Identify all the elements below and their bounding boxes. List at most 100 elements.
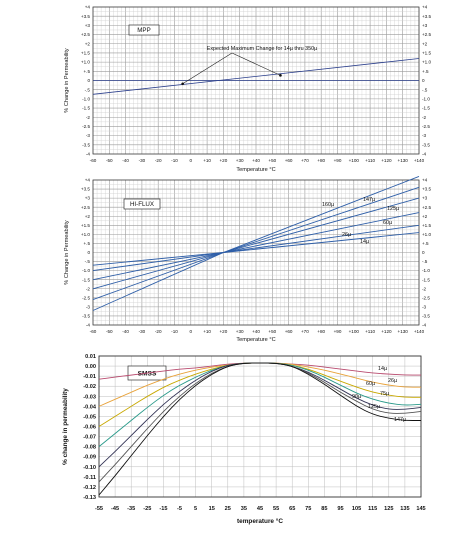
y-tick-label: +3.5 [81, 14, 91, 19]
x-tick-label: 65 [289, 506, 295, 512]
y-tick-label-right: 0 [422, 78, 425, 83]
y-tick-label: +3.5 [81, 187, 91, 192]
x-tick-label: -10 [171, 158, 178, 163]
y-tick-label: -2 [86, 286, 91, 291]
series-label: 60µ [366, 381, 375, 387]
y-tick-label-right: -1.5 [422, 106, 430, 111]
x-tick-label: -35 [127, 506, 135, 512]
y-tick-label-right: -2.5 [422, 124, 430, 129]
y-tick-label: -0.03 [83, 394, 96, 400]
x-tick-label: -5 [177, 506, 182, 512]
x-tick-label: -25 [143, 506, 151, 512]
x-tick-label: -50 [106, 329, 113, 334]
series-label: 147µ [394, 417, 406, 423]
series-label: 147µ [363, 197, 375, 203]
y-tick-label: -.5 [85, 259, 91, 264]
x-tick-label: -40 [122, 158, 129, 163]
y-tick-label: +.5 [83, 241, 90, 246]
x-tick-label: +100 [349, 158, 360, 163]
title-box [123, 198, 161, 210]
y-tick-label: 0.01 [85, 354, 96, 360]
x-tick-label: 75 [305, 506, 311, 512]
annotation-leader [231, 52, 281, 76]
y-tick-label: +1.0 [81, 232, 91, 237]
y-tick-label: -3 [86, 304, 91, 309]
y-tick-label: +1.0 [81, 60, 91, 65]
annotation-leader [182, 52, 233, 85]
x-tick-label: +110 [365, 329, 375, 334]
y-tick-label-right: -4 [422, 152, 427, 157]
x-tick-label: +110 [365, 158, 375, 163]
x-tick-label: +50 [268, 329, 276, 334]
x-tick-label: +120 [381, 158, 392, 163]
chart-title: SMSS [138, 371, 157, 378]
y-tick-label: -3 [86, 133, 91, 138]
y-tick-label-right: -1.0 [422, 96, 430, 101]
chart-title: HI-FLUX [130, 201, 154, 208]
x-tick-label: 45 [257, 506, 263, 512]
y-tick-label: -2.5 [82, 295, 90, 300]
y-tick-label: -2 [86, 115, 91, 120]
x-tick-label: -15 [159, 506, 167, 512]
x-tick-label: +140 [414, 158, 425, 163]
x-tick-label: 145 [416, 506, 425, 512]
y-tick-label: +4 [85, 5, 91, 10]
annotation-marker [279, 74, 282, 77]
y-tick-label-right: +2.5 [422, 205, 432, 210]
x-tick-label: -20 [155, 329, 162, 334]
x-tick-label: -55 [95, 506, 103, 512]
y-tick-label-right: +3.5 [422, 14, 432, 19]
y-axis-label: % Change in Permeability [64, 220, 70, 285]
x-tick-label: 0 [190, 158, 193, 163]
y-tick-label-right: +.5 [422, 69, 429, 74]
y-tick-label-right: -1.5 [422, 277, 430, 282]
y-tick-label: -0.12 [83, 485, 96, 491]
y-tick-label: -0.01 [83, 374, 96, 380]
x-tick-label: 25 [225, 506, 231, 512]
series-line [98, 362, 421, 496]
y-tick-label: -0.11 [84, 475, 96, 481]
y-tick-label: -0.13 [83, 495, 96, 501]
x-tick-label: +40 [252, 158, 260, 163]
x-axis-label: temperature °C [237, 517, 283, 525]
y-tick-label: +2 [85, 41, 91, 46]
x-tick-label: +100 [349, 329, 360, 334]
x-tick-label: +20 [220, 158, 228, 163]
x-tick-label: +60 [285, 329, 293, 334]
series-label: 125µ [387, 206, 399, 212]
y-tick-label-right: +1.5 [422, 223, 432, 228]
x-tick-label: +30 [236, 329, 244, 334]
x-tick-label: 125 [384, 506, 393, 512]
y-tick-label-right: +1.5 [422, 51, 432, 56]
x-tick-label: 15 [209, 506, 215, 512]
series-label: 60µ [383, 220, 392, 226]
annotation-marker [181, 82, 184, 86]
y-tick-label: +1.5 [81, 51, 91, 56]
y-tick-label: +3 [85, 196, 91, 201]
x-tick-label: +60 [285, 158, 293, 163]
series-line [92, 232, 420, 266]
y-tick-label-right: -2 [422, 286, 427, 291]
y-tick-label-right: +2 [422, 41, 428, 46]
series-label: 160µ [322, 202, 334, 208]
y-tick-label: -0.05 [83, 414, 96, 420]
y-tick-label: -0.06 [83, 425, 96, 431]
y-tick-label-right: +1.0 [422, 232, 432, 237]
x-tick-label: +90 [334, 329, 342, 334]
y-tick-label: +3 [85, 23, 91, 28]
series-label: 26µ [388, 378, 397, 384]
y-tick-label: -0.09 [83, 455, 96, 461]
y-tick-label: -0.02 [83, 384, 96, 390]
y-tick-label-right: +3 [422, 196, 428, 201]
y-tick-label: +2 [85, 214, 91, 219]
y-tick-label-right: -3 [422, 304, 427, 309]
y-tick-label: -.5 [85, 87, 91, 92]
y-tick-label: +.5 [83, 69, 90, 74]
x-tick-label: +40 [252, 329, 260, 334]
x-tick-label: -10 [171, 329, 178, 334]
series-label: 90µ [352, 394, 361, 400]
x-tick-label: +130 [398, 329, 409, 334]
y-tick-label: +4 [85, 178, 91, 183]
plot-frame [92, 179, 420, 326]
x-tick-label: -50 [106, 158, 113, 163]
